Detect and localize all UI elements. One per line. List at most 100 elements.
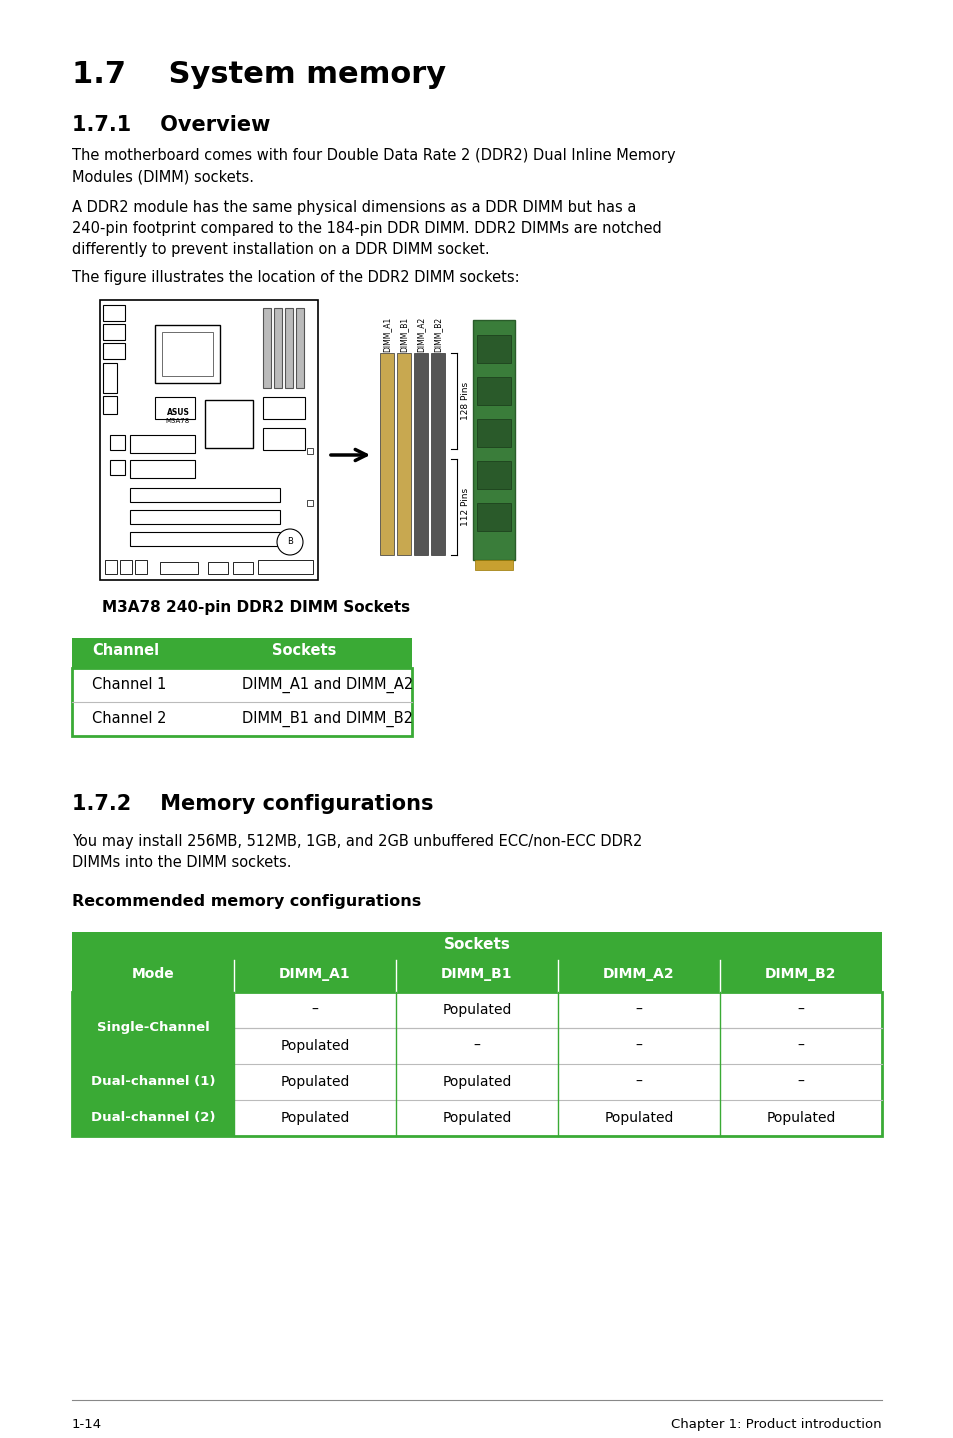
Bar — [476, 418, 511, 447]
Bar — [307, 449, 313, 454]
Bar — [476, 335, 511, 362]
Text: 1.7    System memory: 1.7 System memory — [71, 60, 446, 89]
Bar — [476, 503, 511, 531]
Bar — [103, 324, 125, 339]
Bar — [263, 308, 271, 388]
Text: ASUS: ASUS — [167, 408, 190, 417]
Bar — [475, 559, 513, 569]
Circle shape — [276, 529, 303, 555]
Bar — [130, 532, 280, 546]
Text: M3A78: M3A78 — [166, 418, 190, 424]
Bar — [100, 301, 317, 580]
Text: Dual-channel (1): Dual-channel (1) — [91, 1076, 215, 1089]
Bar — [110, 460, 125, 475]
Bar — [263, 429, 305, 450]
Bar — [71, 1100, 233, 1136]
Text: –: – — [635, 1040, 641, 1053]
Text: DIMM_B1 and DIMM_B2: DIMM_B1 and DIMM_B2 — [242, 710, 413, 728]
Bar — [71, 1064, 233, 1100]
Text: Chapter 1: Product introduction: Chapter 1: Product introduction — [671, 1418, 882, 1431]
Text: Populated: Populated — [280, 1076, 350, 1089]
Bar — [473, 321, 515, 559]
Text: –: – — [797, 1076, 803, 1089]
Bar — [208, 562, 228, 574]
Text: DIMM_B2: DIMM_B2 — [433, 316, 442, 352]
Text: Single-Channel: Single-Channel — [96, 1021, 209, 1034]
Text: Dual-channel (2): Dual-channel (2) — [91, 1112, 215, 1125]
Bar — [130, 460, 194, 477]
Text: DIMM_A2: DIMM_A2 — [602, 966, 674, 981]
Text: Channel 1: Channel 1 — [91, 677, 166, 692]
Bar — [307, 500, 313, 506]
Bar — [71, 638, 412, 669]
Text: Populated: Populated — [442, 1076, 511, 1089]
Bar — [285, 308, 293, 388]
Bar — [414, 352, 428, 555]
Bar — [162, 332, 213, 375]
Text: Sockets: Sockets — [272, 643, 336, 659]
Bar — [103, 344, 125, 360]
Bar — [431, 352, 444, 555]
Bar — [154, 325, 220, 383]
Bar — [135, 559, 147, 574]
Bar — [476, 377, 511, 406]
Text: Populated: Populated — [280, 1040, 350, 1053]
Bar — [130, 510, 280, 523]
Text: DIMM_B1: DIMM_B1 — [399, 316, 408, 352]
Bar — [105, 559, 117, 574]
Text: –: – — [635, 1076, 641, 1089]
Text: Populated: Populated — [280, 1112, 350, 1125]
Bar — [103, 362, 117, 393]
Bar — [71, 932, 882, 961]
Text: –: – — [473, 1040, 480, 1053]
Text: The motherboard comes with four Double Data Rate 2 (DDR2) Dual Inline Memory
Mod: The motherboard comes with four Double D… — [71, 148, 675, 184]
Text: 1.7.1    Overview: 1.7.1 Overview — [71, 115, 270, 135]
Text: DIMM_A1: DIMM_A1 — [279, 966, 351, 981]
Bar — [103, 395, 117, 414]
Bar — [130, 487, 280, 502]
Text: You may install 256MB, 512MB, 1GB, and 2GB unbuffered ECC/non-ECC DDR2
DIMMs int: You may install 256MB, 512MB, 1GB, and 2… — [71, 834, 641, 870]
Text: DIMM_A1 and DIMM_A2: DIMM_A1 and DIMM_A2 — [242, 677, 413, 693]
Bar — [103, 305, 125, 321]
Bar — [379, 352, 394, 555]
Text: B: B — [287, 538, 293, 546]
Text: Mode: Mode — [132, 966, 174, 981]
Text: 1.7.2    Memory configurations: 1.7.2 Memory configurations — [71, 794, 433, 814]
Bar — [71, 992, 882, 1136]
Bar — [71, 992, 233, 1064]
Text: Channel 2: Channel 2 — [91, 710, 167, 726]
Bar — [120, 559, 132, 574]
Bar — [263, 397, 305, 418]
Text: 112 Pins: 112 Pins — [460, 487, 470, 526]
Text: The figure illustrates the location of the DDR2 DIMM sockets:: The figure illustrates the location of t… — [71, 270, 519, 285]
Bar — [257, 559, 313, 574]
Text: A DDR2 module has the same physical dimensions as a DDR DIMM but has a
240-pin f: A DDR2 module has the same physical dime… — [71, 200, 661, 257]
Text: –: – — [797, 1040, 803, 1053]
Bar — [71, 669, 412, 736]
Text: Populated: Populated — [603, 1112, 673, 1125]
Text: Recommended memory configurations: Recommended memory configurations — [71, 894, 421, 909]
Text: DIMM_A1: DIMM_A1 — [382, 316, 391, 352]
Bar — [476, 462, 511, 489]
Text: Channel: Channel — [91, 643, 159, 659]
Text: Populated: Populated — [765, 1112, 835, 1125]
Text: Sockets: Sockets — [443, 938, 510, 952]
Bar — [396, 352, 411, 555]
Bar — [130, 436, 194, 453]
Bar — [71, 961, 882, 992]
Text: M3A78 240-pin DDR2 DIMM Sockets: M3A78 240-pin DDR2 DIMM Sockets — [102, 600, 410, 615]
Bar — [274, 308, 282, 388]
Text: –: – — [797, 1002, 803, 1017]
Bar — [295, 308, 304, 388]
Text: DIMM_B1: DIMM_B1 — [441, 966, 512, 981]
Text: 128 Pins: 128 Pins — [460, 383, 470, 420]
Text: DIMM_A2: DIMM_A2 — [416, 316, 425, 352]
Text: –: – — [635, 1002, 641, 1017]
Text: Populated: Populated — [442, 1112, 511, 1125]
Text: 1-14: 1-14 — [71, 1418, 102, 1431]
Bar — [160, 562, 198, 574]
Bar — [110, 436, 125, 450]
Text: Populated: Populated — [442, 1002, 511, 1017]
Bar — [154, 397, 194, 418]
Text: DIMM_B2: DIMM_B2 — [764, 966, 836, 981]
